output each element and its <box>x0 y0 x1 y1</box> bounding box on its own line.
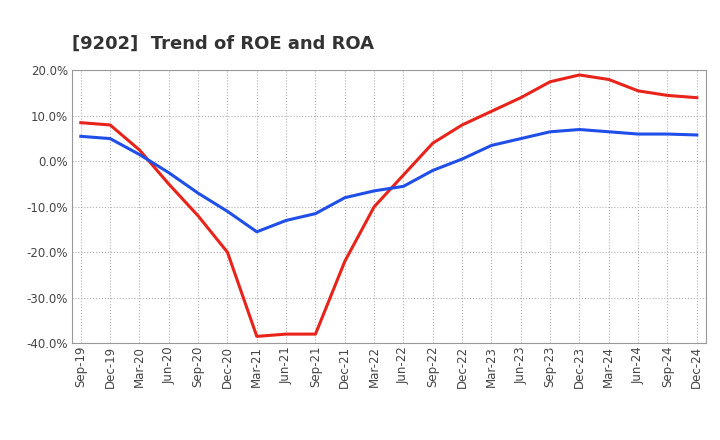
ROA <box>663 132 672 137</box>
ROE <box>106 122 114 128</box>
ROA <box>282 218 290 223</box>
ROE <box>546 79 554 84</box>
ROE <box>487 109 496 114</box>
ROA <box>487 143 496 148</box>
ROA <box>546 129 554 135</box>
ROA <box>605 129 613 135</box>
ROE <box>194 213 202 219</box>
ROA <box>135 152 144 157</box>
ROE <box>634 88 642 94</box>
ROE <box>516 95 525 100</box>
Line: ROE: ROE <box>81 75 697 336</box>
Line: ROA: ROA <box>81 129 697 232</box>
ROE <box>341 259 349 264</box>
ROA <box>106 136 114 141</box>
ROE <box>693 95 701 100</box>
ROE <box>663 93 672 98</box>
ROA <box>575 127 584 132</box>
ROE <box>605 77 613 82</box>
ROE <box>370 204 379 209</box>
ROA <box>223 209 232 214</box>
ROA <box>428 168 437 173</box>
ROA <box>399 184 408 189</box>
ROE <box>428 140 437 146</box>
ROA <box>693 132 701 138</box>
ROE <box>164 181 173 187</box>
ROE <box>399 172 408 178</box>
ROE <box>135 147 144 153</box>
ROA <box>341 195 349 200</box>
ROA <box>194 191 202 196</box>
ROA <box>458 157 467 162</box>
ROE <box>458 122 467 128</box>
ROE <box>575 72 584 77</box>
ROE <box>223 249 232 255</box>
Text: [9202]  Trend of ROE and ROA: [9202] Trend of ROE and ROA <box>72 35 374 53</box>
ROA <box>516 136 525 141</box>
ROE <box>311 331 320 337</box>
ROA <box>164 170 173 175</box>
ROA <box>253 229 261 235</box>
ROA <box>311 211 320 216</box>
ROE <box>282 331 290 337</box>
ROA <box>370 188 379 194</box>
ROE <box>253 334 261 339</box>
ROA <box>76 134 85 139</box>
ROE <box>76 120 85 125</box>
ROA <box>634 132 642 137</box>
